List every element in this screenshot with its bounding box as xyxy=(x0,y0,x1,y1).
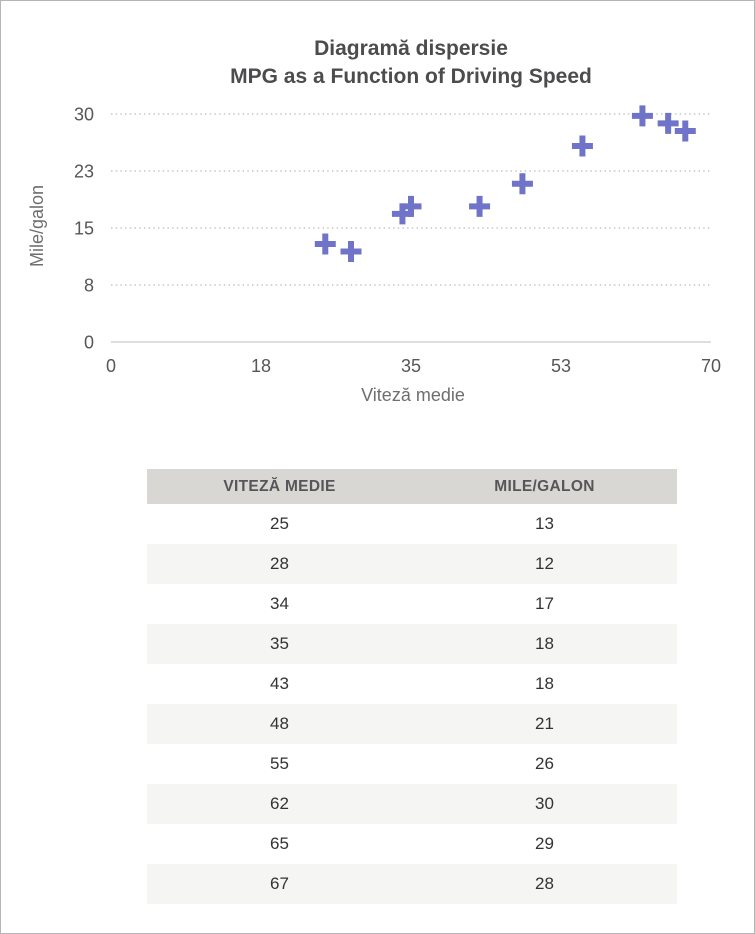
data-points xyxy=(314,105,696,263)
table-cell: 29 xyxy=(535,834,554,853)
chart-title: Diagramă dispersie xyxy=(314,37,508,60)
x-tick-label: 35 xyxy=(401,356,421,376)
scatter-point xyxy=(400,195,422,217)
x-tick-label: 53 xyxy=(551,356,571,376)
data-table: VITEZĂ MEDIE MILE/GALON 25 13 28 12 34 17 35 18… xyxy=(147,469,677,904)
table-row: 43 18 xyxy=(147,664,677,704)
y-axis-title: Mile/galon xyxy=(27,185,47,267)
table-cell: 12 xyxy=(535,554,554,573)
table-row: 28 12 xyxy=(147,544,677,584)
scatter-point xyxy=(340,241,362,263)
table-cell: 17 xyxy=(535,594,554,613)
table-cell: 18 xyxy=(535,674,554,693)
y-tick-label: 15 xyxy=(74,219,94,239)
table-cell: 55 xyxy=(270,754,289,773)
table-header-mile-galon: MILE/GALON xyxy=(412,469,677,504)
table-cell: 28 xyxy=(270,554,289,573)
table-row: 67 28 xyxy=(147,864,677,904)
y-tick-label: 23 xyxy=(74,162,94,182)
scatter-point xyxy=(511,173,533,195)
y-tick-label: 30 xyxy=(74,105,94,125)
y-tick-label: 8 xyxy=(84,276,94,296)
table-row: 62 30 xyxy=(147,784,677,824)
scatter-point xyxy=(674,120,696,142)
scatter-point xyxy=(469,195,491,217)
table-cell: 65 xyxy=(270,834,289,853)
y-axis-tick-labels: 0 8 15 23 30 xyxy=(74,105,94,353)
table-cell: 28 xyxy=(535,874,554,893)
x-tick-label: 0 xyxy=(106,356,116,376)
scatter-point xyxy=(391,203,413,225)
scatter-point xyxy=(657,112,679,134)
table-cell: 62 xyxy=(270,794,289,813)
x-axis-title: Viteză medie xyxy=(361,385,465,405)
table-row: 25 13 xyxy=(147,504,677,544)
table-header-row: VITEZĂ MEDIE MILE/GALON xyxy=(147,469,677,504)
table-row: 48 21 xyxy=(147,704,677,744)
table-cell: 13 xyxy=(535,514,554,533)
scatter-point xyxy=(571,135,593,157)
scatter-point xyxy=(314,233,336,255)
table-row: 34 17 xyxy=(147,584,677,624)
table-cell: 25 xyxy=(270,514,289,533)
table-cell: 43 xyxy=(270,674,289,693)
x-tick-label: 70 xyxy=(701,356,721,376)
table-cell: 18 xyxy=(535,634,554,653)
table-cell: 48 xyxy=(270,714,289,733)
scatter-point xyxy=(631,105,653,127)
x-tick-label: 18 xyxy=(251,356,271,376)
table-header-viteza-medie: VITEZĂ MEDIE xyxy=(147,469,412,504)
table-cell: 26 xyxy=(535,754,554,773)
x-axis-tick-labels: 0 18 35 53 70 xyxy=(106,356,721,376)
y-tick-label: 0 xyxy=(84,333,94,353)
table-cell: 21 xyxy=(535,714,554,733)
table-row: 35 18 xyxy=(147,624,677,664)
table-row: 55 26 xyxy=(147,744,677,784)
gridlines xyxy=(111,113,711,286)
table-cell: 35 xyxy=(270,634,289,653)
table-row: 65 29 xyxy=(147,824,677,864)
scatter-chart: Diagramă dispersie MPG as a Function of … xyxy=(27,37,721,405)
chart-subtitle: MPG as a Function of Driving Speed xyxy=(230,65,592,88)
table-cell: 34 xyxy=(270,594,289,613)
table-cell: 30 xyxy=(535,794,554,813)
table-cell: 67 xyxy=(270,874,289,893)
